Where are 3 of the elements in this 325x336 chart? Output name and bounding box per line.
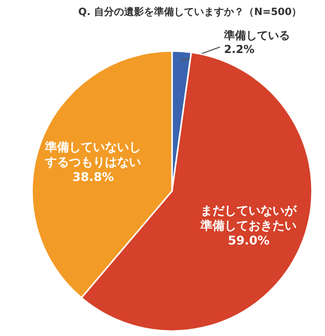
slice-label: 準備している — [223, 29, 290, 42]
chart-title: Q. 自分の遺影を準備していますか？（N=500） — [78, 6, 302, 18]
data-label: 2.2% — [224, 43, 255, 56]
